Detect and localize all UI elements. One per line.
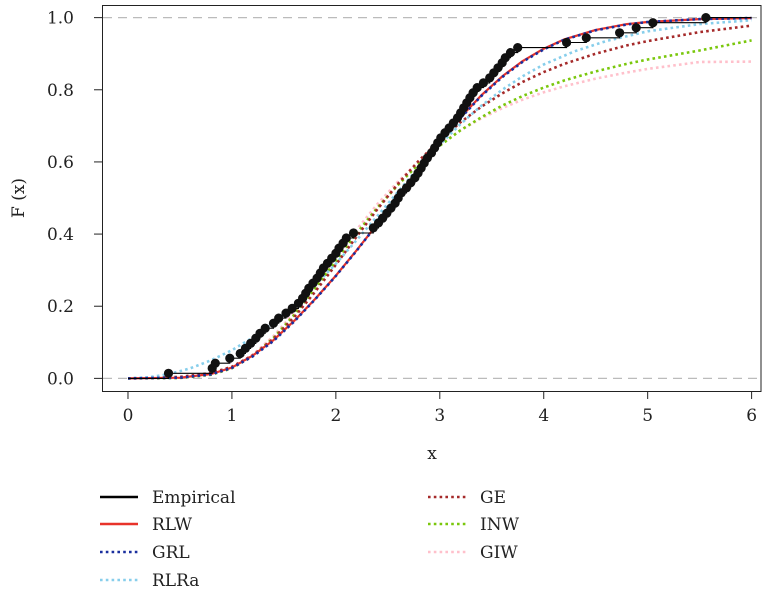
empirical-point <box>478 78 488 88</box>
legend-label: Empirical <box>152 488 236 508</box>
plot-frame <box>102 5 762 392</box>
y-tick-label: 1.0 <box>47 9 74 29</box>
x-tick-label: 5 <box>642 406 653 426</box>
x-tick-label: 6 <box>746 406 757 426</box>
legend-label: RLRa <box>152 571 199 590</box>
series-line-inw <box>127 39 752 380</box>
x-tick-label: 3 <box>434 406 445 426</box>
empirical-point <box>513 43 523 53</box>
empirical-point <box>210 358 220 368</box>
y-tick-label: 0.6 <box>47 153 74 173</box>
series-line-giw <box>127 60 752 380</box>
x-axis-label: x <box>427 444 437 464</box>
empirical-point <box>505 48 516 58</box>
legend-item-rlw: RLW <box>100 515 193 535</box>
y-tick-label: 0.2 <box>47 297 74 317</box>
empirical-point <box>260 323 270 333</box>
empirical-point <box>341 233 351 243</box>
series-line-grl <box>127 16 752 380</box>
empirical-point <box>287 303 297 313</box>
legend-label: INW <box>480 515 520 535</box>
legend-item-ge: GE <box>428 488 506 508</box>
y-axis: 0.0 0.2 0.4 0.6 0.8 1.0 <box>47 9 102 389</box>
empirical-point <box>701 13 711 23</box>
y-tick-label: 0.8 <box>47 81 74 101</box>
x-tick-label: 4 <box>538 406 549 426</box>
empirical-points <box>128 13 752 379</box>
y-tick-label: 0.4 <box>47 225 74 245</box>
empirical-point <box>631 23 641 33</box>
series-line-rlw <box>127 16 752 380</box>
legend-item-rlra: RLRa <box>100 571 199 590</box>
legend-item-grl: GRL <box>100 543 190 563</box>
empirical-point <box>163 368 174 378</box>
empirical-point <box>348 228 359 238</box>
legend-item-empirical: Empirical <box>100 488 236 508</box>
reference-lines <box>103 16 761 380</box>
empirical-point <box>274 313 284 323</box>
empirical-point <box>225 353 235 363</box>
legend-label: GIW <box>480 543 518 563</box>
empirical-point <box>581 33 591 43</box>
empirical-point <box>562 37 572 48</box>
empirical-point <box>648 18 658 28</box>
series-line-empirical <box>128 17 752 379</box>
series-curves <box>127 16 752 380</box>
legend-item-giw: GIW <box>428 543 518 563</box>
empirical-point <box>615 28 625 38</box>
y-tick-label: 0.0 <box>47 369 74 389</box>
legend-label: GE <box>480 488 506 508</box>
legend: Empirical RLW GRL RLRa GE INW GIW <box>100 488 520 590</box>
series-line-ge <box>127 24 752 380</box>
legend-label: RLW <box>152 515 193 535</box>
series-line-rlra <box>127 18 752 380</box>
x-axis: 0 1 2 3 4 5 6 <box>123 391 757 426</box>
x-tick-label: 0 <box>123 406 134 426</box>
legend-label: GRL <box>152 543 190 563</box>
legend-item-inw: INW <box>428 515 520 535</box>
x-tick-label: 2 <box>330 406 341 426</box>
x-tick-label: 1 <box>227 406 238 426</box>
y-axis-label: F (x) <box>9 178 29 218</box>
